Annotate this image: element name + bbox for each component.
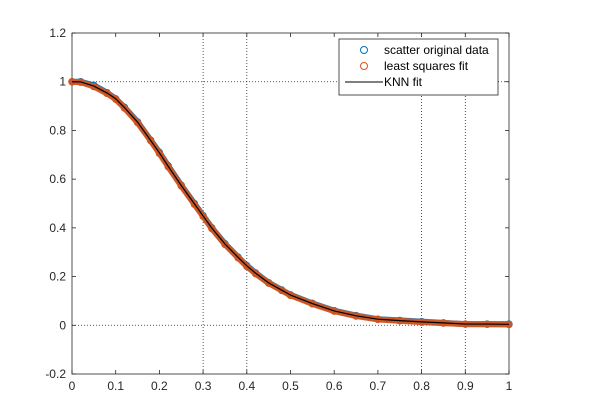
series-line [71,81,510,325]
x-tick-label: 0.3 [195,379,212,393]
x-tick-label: 0.1 [107,379,124,393]
x-tick-label: 0.7 [370,379,387,393]
y-tick-label: -0.2 [45,367,66,381]
data-point [286,291,295,300]
data-point [264,279,273,287]
data-point [190,200,199,208]
grid-lines [72,33,509,374]
data-point [199,212,207,221]
data-point [120,104,129,112]
legend-swatch-marker [360,46,368,54]
legend-label: scatter original data [384,43,489,57]
data-point [112,95,120,103]
x-tick-label: 1 [506,379,513,393]
x-tick-label: 0.2 [151,379,168,393]
data-point [90,82,98,91]
y-tick-label: 0.2 [49,270,66,284]
data-point [103,89,111,98]
x-tick-label: 0 [69,379,76,393]
axes: 0 0.1 0.2 0.3 0.4 0.5 0.6 0.7 0.8 0.9 1-0.200.20.4… [45,26,512,393]
data-point [146,136,155,145]
x-tick-label: 0.4 [238,379,255,393]
legend-box [338,38,499,96]
x-tick-label: 0.9 [457,379,474,393]
data-point [221,240,229,249]
data-point [278,286,286,295]
data-point [133,118,142,127]
y-tick-label: 1 [59,75,66,89]
y-tick-label: 1.2 [49,26,66,40]
y-tick-label: 0 [59,318,66,332]
series-knn-fit [71,81,510,325]
legend-swatch-marker [360,62,368,70]
legend-label: KNN fit [384,75,423,89]
data-point [164,163,172,171]
y-tick-label: 0.4 [49,221,66,235]
data-point [251,269,260,278]
y-tick-label: 0.6 [49,172,66,186]
data-series [68,78,513,329]
data-point [308,300,317,308]
data-point [155,149,164,158]
data-point [177,182,185,190]
x-tick-label: 0.8 [413,379,430,393]
legend: scatter original data least squares fit KN… [338,38,499,96]
legend-label: least squares fit [384,59,469,73]
y-tick-label: 0.8 [49,123,66,137]
x-tick-label: 0.6 [326,379,343,393]
data-point [208,224,216,233]
data-point [234,254,242,262]
x-tick-label: 0.5 [282,379,299,393]
data-point [243,262,251,271]
